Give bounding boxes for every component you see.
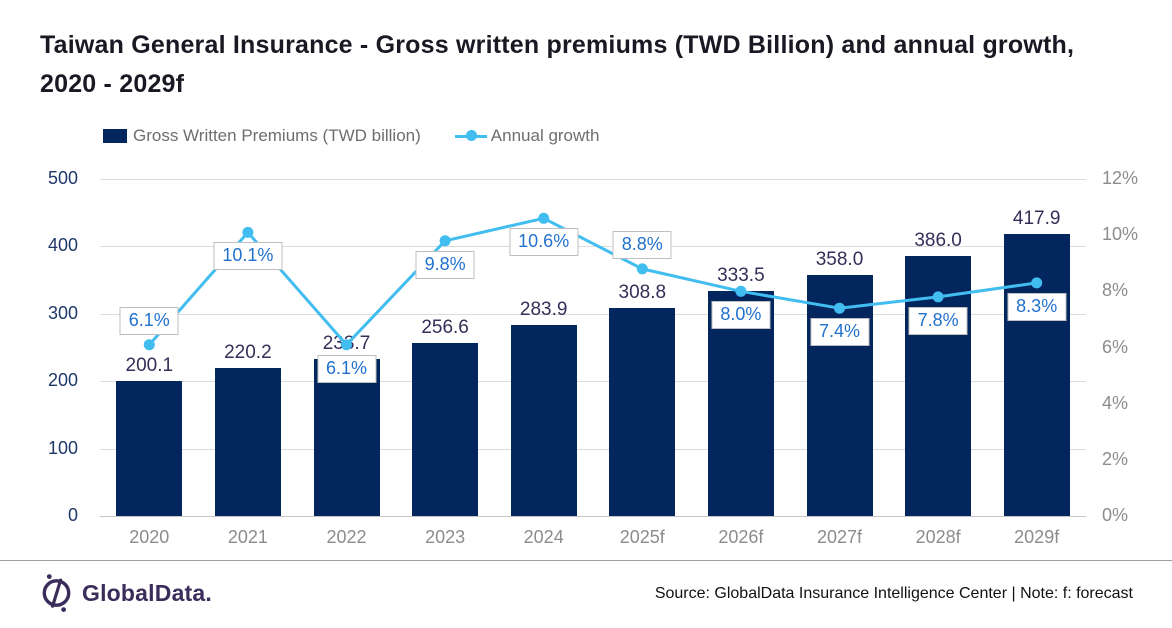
x-axis-tick-label: 2026f <box>718 527 764 547</box>
bar-value-label: 386.0 <box>914 229 962 251</box>
left-axis-tick-label: 300 <box>47 302 78 323</box>
left-axis-tick-label: 500 <box>47 168 78 188</box>
globaldata-logo: GlobalData. <box>38 572 212 614</box>
line-series-swatch-icon <box>454 129 487 143</box>
line-marker <box>636 263 648 275</box>
chart-title: Taiwan General Insurance - Gross written… <box>40 31 1075 98</box>
growth-value-label: 9.8% <box>415 250 475 279</box>
bar-value-label: 200.1 <box>125 355 174 377</box>
x-axis-tick-label: 2021 <box>227 527 268 547</box>
bar-series-swatch-icon <box>103 129 127 143</box>
gridline <box>100 448 1086 450</box>
right-axis-tick-label: 0% <box>1102 505 1129 525</box>
line-marker <box>538 212 550 224</box>
growth-value-label: 10.6% <box>509 228 579 257</box>
legend-label-growth: Annual growth <box>490 126 600 145</box>
line-marker <box>834 302 845 314</box>
left-axis-tick-label: 400 <box>47 235 78 256</box>
growth-value-label: 8.3% <box>1007 292 1067 321</box>
right-axis-tick-label: 8% <box>1102 280 1129 301</box>
bar <box>412 343 479 516</box>
left-axis-tick-label: 100 <box>47 437 78 458</box>
x-axis-tick-label: 2023 <box>425 527 466 547</box>
legend-item-growth: Annual growth <box>454 126 600 146</box>
growth-value-label: 6.1% <box>316 354 377 383</box>
footer-divider <box>0 560 1172 561</box>
line-marker <box>143 339 155 351</box>
line-marker <box>932 291 944 303</box>
chart-legend: Gross Written Premiums (TWD billion) Ann… <box>103 125 599 147</box>
left-axis-tick-label: 0 <box>67 505 78 525</box>
x-axis-tick-label: 2029f <box>1014 527 1060 547</box>
legend-label-premiums: Gross Written Premiums (TWD billion) <box>133 126 421 145</box>
gridline <box>100 246 1086 248</box>
bar-value-label: 283.9 <box>519 298 568 320</box>
gridline <box>100 381 1086 383</box>
x-axis-tick-label: 2027f <box>816 527 863 547</box>
right-axis-tick-label: 2% <box>1102 448 1129 469</box>
growth-value-label: 8.8% <box>612 230 672 259</box>
annual-growth-line <box>143 212 1043 351</box>
right-axis-tick-label: 12% <box>1102 168 1139 188</box>
line-marker <box>341 339 352 351</box>
right-axis-tick-label: 10% <box>1102 224 1139 245</box>
line-marker <box>242 226 254 238</box>
x-axis-tick-label: 2022 <box>326 527 367 547</box>
bar <box>510 324 577 516</box>
growth-value-label: 8.0% <box>711 301 771 330</box>
bar <box>806 274 873 516</box>
bar-value-label: 308.8 <box>618 281 667 303</box>
legend-item-premiums: Gross Written Premiums (TWD billion) <box>103 126 421 146</box>
bar <box>116 381 183 516</box>
x-axis-tick-label: 2020 <box>129 527 170 547</box>
x-axis-line <box>100 516 1086 517</box>
growth-value-label: 10.1% <box>213 242 283 271</box>
globaldata-logo-text: GlobalData. <box>82 579 213 606</box>
gridline <box>100 179 1086 180</box>
line-marker <box>1031 277 1043 289</box>
bar-value-label: 358.0 <box>815 248 864 270</box>
line-marker <box>735 285 747 297</box>
growth-value-label: 7.4% <box>809 318 870 347</box>
x-axis-tick-label: 2024 <box>523 527 564 547</box>
bar-value-label: 256.6 <box>421 317 469 339</box>
growth-value-label: 6.1% <box>119 306 179 335</box>
right-axis-tick-label: 6% <box>1102 336 1129 357</box>
growth-value-label: 7.8% <box>908 306 968 335</box>
right-axis-tick-label: 4% <box>1102 392 1129 413</box>
x-axis-tick-label: 2025f <box>619 527 665 547</box>
bar-value-label: 220.2 <box>224 341 272 363</box>
bar <box>214 367 281 516</box>
x-axis-tick-label: 2028f <box>915 527 961 547</box>
bar-value-label: 417.9 <box>1012 208 1061 230</box>
bar <box>609 307 676 516</box>
globaldata-logo-icon <box>42 574 71 612</box>
left-axis-tick-label: 200 <box>47 370 78 391</box>
bar-value-label: 333.5 <box>717 265 765 287</box>
source-note: Source: GlobalData Insurance Intelligenc… <box>654 585 1133 602</box>
gridline <box>100 313 1086 315</box>
line-marker <box>439 235 451 247</box>
bar <box>313 358 380 516</box>
